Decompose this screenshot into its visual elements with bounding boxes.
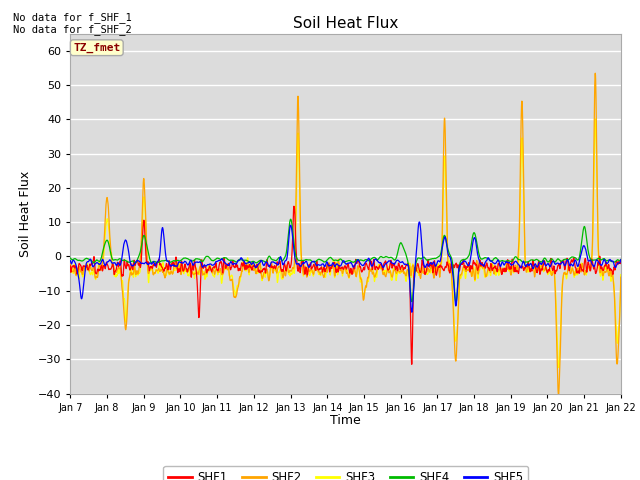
Text: TZ_fmet: TZ_fmet (73, 43, 120, 53)
Legend: SHF1, SHF2, SHF3, SHF4, SHF5: SHF1, SHF2, SHF3, SHF4, SHF5 (163, 466, 528, 480)
X-axis label: Time: Time (330, 414, 361, 427)
Text: No data for f_SHF_1
No data for f_SHF_2: No data for f_SHF_1 No data for f_SHF_2 (13, 12, 132, 36)
Title: Soil Heat Flux: Soil Heat Flux (293, 16, 398, 31)
Y-axis label: Soil Heat Flux: Soil Heat Flux (19, 170, 32, 257)
